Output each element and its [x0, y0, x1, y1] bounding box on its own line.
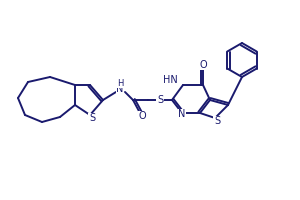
Text: H: H: [117, 78, 123, 88]
Text: S: S: [214, 116, 220, 126]
Text: O: O: [138, 111, 146, 121]
Text: HN: HN: [163, 75, 178, 85]
Text: N: N: [116, 84, 124, 94]
Text: S: S: [89, 113, 95, 123]
Text: N: N: [178, 109, 186, 119]
Text: O: O: [199, 60, 207, 70]
Text: S: S: [157, 95, 163, 105]
